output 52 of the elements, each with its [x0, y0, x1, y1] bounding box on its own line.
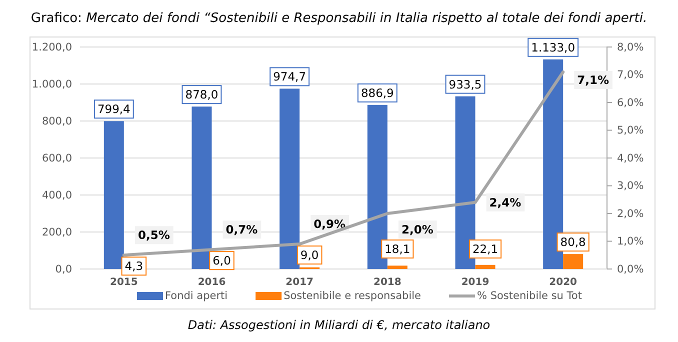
y2-tick-label: 4,0% [617, 152, 644, 164]
y-tick-label: 0,0 [55, 263, 72, 276]
bar [104, 121, 124, 269]
bar [192, 106, 212, 269]
y-tick-label: 600,0 [42, 152, 72, 164]
data-label: 0,9% [314, 217, 346, 232]
y2-tick-label: 5,0% [617, 124, 644, 137]
data-label: 4,3 [124, 259, 144, 274]
chart-title: Grafico: Mercato dei fondi “Sostenibili e Responsabili in Italia rispetto al totale dei fondi aperti. [30, 11, 648, 26]
bar [387, 266, 408, 269]
data-label: 886,9 [360, 86, 394, 100]
data-label: 0,5% [138, 228, 170, 242]
legend-label: Fondi aperti [165, 290, 228, 302]
x-tick-label: 2020 [549, 277, 578, 288]
y-tick-label: 1.200,0 [32, 41, 72, 54]
y-tick-label: 400,0 [42, 189, 72, 202]
bar [280, 88, 300, 269]
data-label: 878,0 [185, 88, 218, 102]
legend-label: Sostenibile e responsabile [284, 290, 422, 302]
x-tick-label: 2015 [110, 277, 138, 288]
bar [367, 104, 388, 269]
data-label: 6,0 [212, 254, 231, 268]
data-label: 9,0 [300, 248, 319, 262]
x-tick-label: 2017 [286, 277, 314, 288]
y2-tick-label: 3,0% [617, 180, 644, 192]
text: Dati: Assogestioni in Miliardi di €, mercato italiano [188, 318, 490, 332]
x-tick-label: 2019 [461, 277, 490, 288]
data-label: 0,7% [226, 222, 258, 237]
data-label: 2,4% [489, 195, 522, 210]
y2-tick-label: 1,0% [617, 236, 644, 248]
x-tick-label: 2018 [373, 277, 402, 288]
bar [475, 264, 496, 269]
data-label: 18,1 [384, 242, 410, 256]
data-label: 22,1 [472, 242, 498, 256]
data-label: 974,7 [273, 70, 306, 84]
bar [563, 254, 584, 269]
y-tick-label: 200,0 [42, 226, 72, 238]
data-label: 2,0% [401, 222, 434, 236]
y2-tick-label: 7,0% [617, 69, 644, 82]
data-label: 933,5 [448, 77, 482, 92]
y-tick-label: 1.000,0 [32, 78, 72, 90]
y2-tick-label: 0,0% [617, 263, 644, 276]
y2-tick-label: 6,0% [617, 96, 644, 109]
y-tick-label: 800,0 [42, 115, 72, 128]
data-label: 1.133,0 [531, 40, 576, 54]
x-tick-label: 2016 [198, 277, 226, 288]
data-label: 799,4 [97, 102, 130, 116]
y2-tick-label: 2,0% [617, 208, 644, 220]
y2-tick-label: 8,0% [617, 41, 644, 54]
data-label: 7,1% [577, 72, 610, 87]
legend-label: % Sostenibile su Tot [477, 290, 582, 302]
data-label: 80,8 [560, 235, 586, 250]
